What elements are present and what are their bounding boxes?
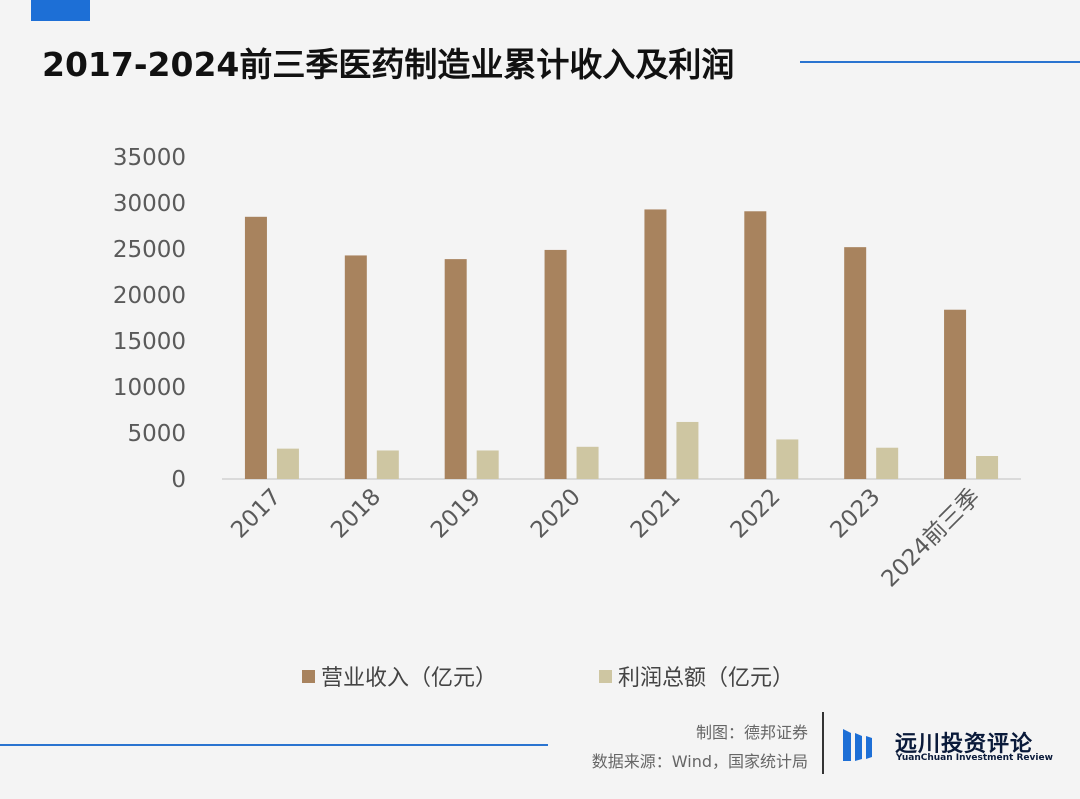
chart-maker-credit: 制图：德邦证券 [695,723,808,742]
y-tick-label: 15000 [113,329,186,355]
legend-label: 利润总额（亿元） [618,666,794,691]
x-tick-label: 2023 [826,484,886,544]
bar-profit [476,450,499,479]
bar-profit [776,439,799,479]
bar-profit [976,456,999,479]
bar-revenue [844,247,867,479]
y-tick-label: 10000 [113,375,186,401]
data-source-credit: 数据来源：Wind，国家统计局 [591,752,808,771]
bar-chart: 0 5000 10000 15000 20000 25000 30000 35000 2017 2… [113,145,1021,691]
y-tick-label: 35000 [113,145,186,171]
logo-name-cn: 远川投资评论 [895,732,1034,757]
footer-line [0,744,548,746]
x-tick-label: 2020 [526,484,586,544]
bar-profit [876,447,899,479]
bar-profit [276,448,299,479]
logo-mark-icon [843,729,872,761]
bar-profit [376,450,399,479]
bar-profit [576,446,599,479]
bar-revenue [344,255,367,479]
legend-swatch [599,670,612,683]
logo-name-en: YuanChuan Investment Review [896,753,1053,763]
y-tick-label: 0 [171,467,186,493]
top-accent-bar [31,0,90,21]
x-tick-label: 2019 [426,484,486,544]
bar-revenue [744,211,767,479]
y-tick-label: 20000 [113,283,186,309]
x-tick-label: 2022 [726,484,786,544]
bar-revenue [544,249,567,479]
y-tick-label: 5000 [127,421,186,447]
x-tick-label: 2021 [626,484,686,544]
bar-revenue [644,209,667,479]
bar-profit [676,421,699,479]
y-tick-label: 25000 [113,237,186,263]
x-tick-label: 2017 [226,484,286,544]
y-tick-label: 30000 [113,191,186,217]
footer-divider [822,712,824,774]
legend-swatch [302,670,315,683]
bar-revenue [244,216,267,480]
title-underline [800,61,1080,63]
bar-revenue [444,259,467,479]
bar-revenue [944,309,967,479]
legend-label: 营业收入（亿元） [321,666,497,691]
page-title: 2017-2024前三季医药制造业累计收入及利润 [42,45,735,84]
x-tick-label: 2024前三季 [877,484,986,593]
x-tick-label: 2018 [326,484,386,544]
